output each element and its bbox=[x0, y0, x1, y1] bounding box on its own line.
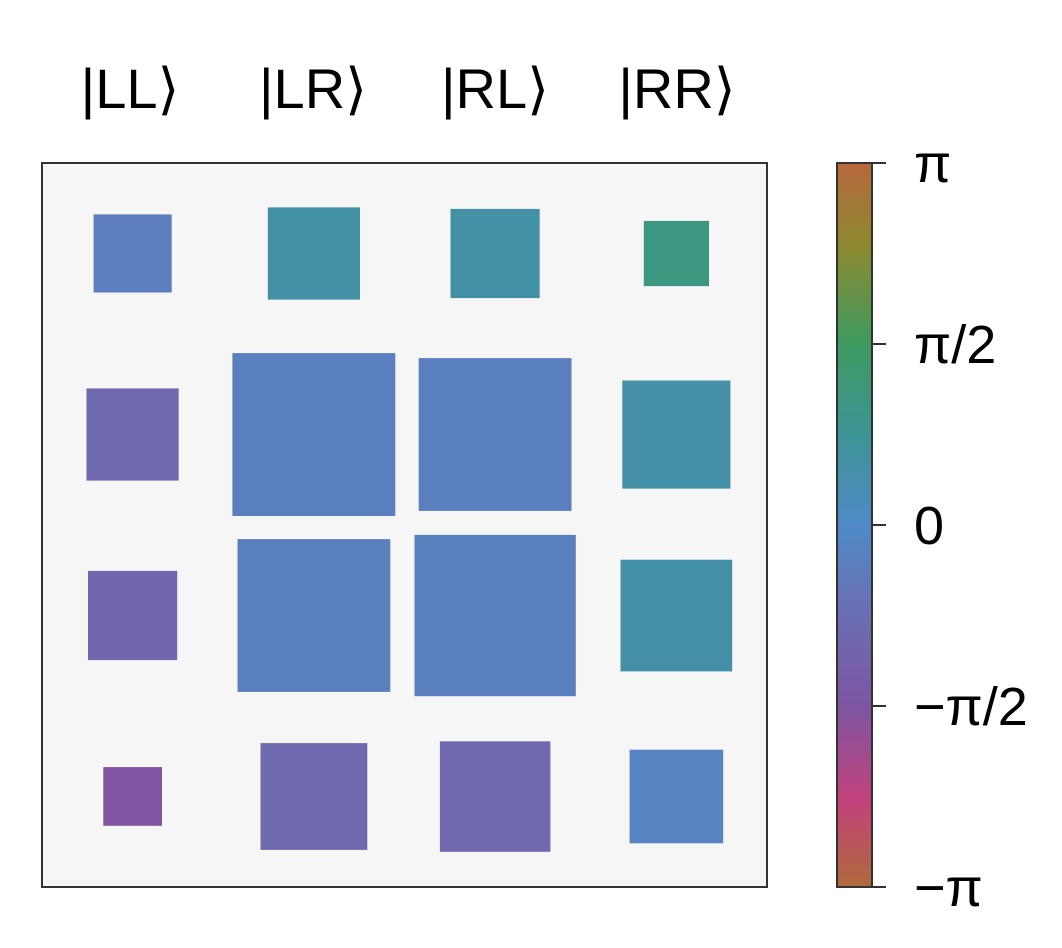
colorbar-tick-label: π/2 bbox=[914, 315, 996, 375]
matrix-cell-r3-c4 bbox=[620, 559, 733, 672]
matrix-cell-r4-c2 bbox=[260, 743, 368, 850]
matrix-cell-r4-c1 bbox=[103, 767, 162, 826]
colorbar-ticks: π π/2 0 −π/2 −π bbox=[872, 134, 1028, 918]
column-label: |LR⟩ bbox=[259, 57, 367, 120]
column-label: |RL⟩ bbox=[441, 57, 549, 120]
matrix-cell-r2-c2 bbox=[232, 353, 396, 516]
matrix-cell-r3-c2 bbox=[237, 539, 391, 692]
matrix-cell-r1-c2 bbox=[267, 207, 360, 300]
matrix-cell-r1-c3 bbox=[450, 208, 540, 299]
matrix-cell-r1-c1 bbox=[93, 214, 172, 293]
matrix-cell-r2-c4 bbox=[622, 380, 731, 489]
matrix-cell-r3-c3 bbox=[414, 534, 576, 697]
colorbar-tick-label: −π bbox=[914, 858, 983, 918]
matrix-cell-r3-c1 bbox=[88, 570, 178, 661]
column-label: |RR⟩ bbox=[618, 57, 735, 120]
matrix-cells bbox=[86, 207, 733, 852]
colorbar-tick-label: 0 bbox=[914, 496, 944, 556]
column-labels: |LL⟩ |LR⟩ |RL⟩ |RR⟩ bbox=[81, 57, 736, 120]
matrix-cell-r4-c4 bbox=[629, 749, 724, 844]
matrix-cell-r1-c4 bbox=[643, 220, 709, 287]
matrix-cell-r4-c3 bbox=[439, 741, 551, 852]
colorbar: π π/2 0 −π/2 −π bbox=[836, 134, 1028, 918]
column-label: |LL⟩ bbox=[81, 57, 180, 120]
colorbar-gradient bbox=[836, 162, 873, 888]
matrix-cell-r2-c3 bbox=[418, 358, 572, 511]
colorbar-tick-label: −π/2 bbox=[914, 677, 1028, 737]
matrix-cell-r2-c1 bbox=[86, 388, 179, 481]
colorbar-tick-label: π bbox=[914, 134, 951, 194]
